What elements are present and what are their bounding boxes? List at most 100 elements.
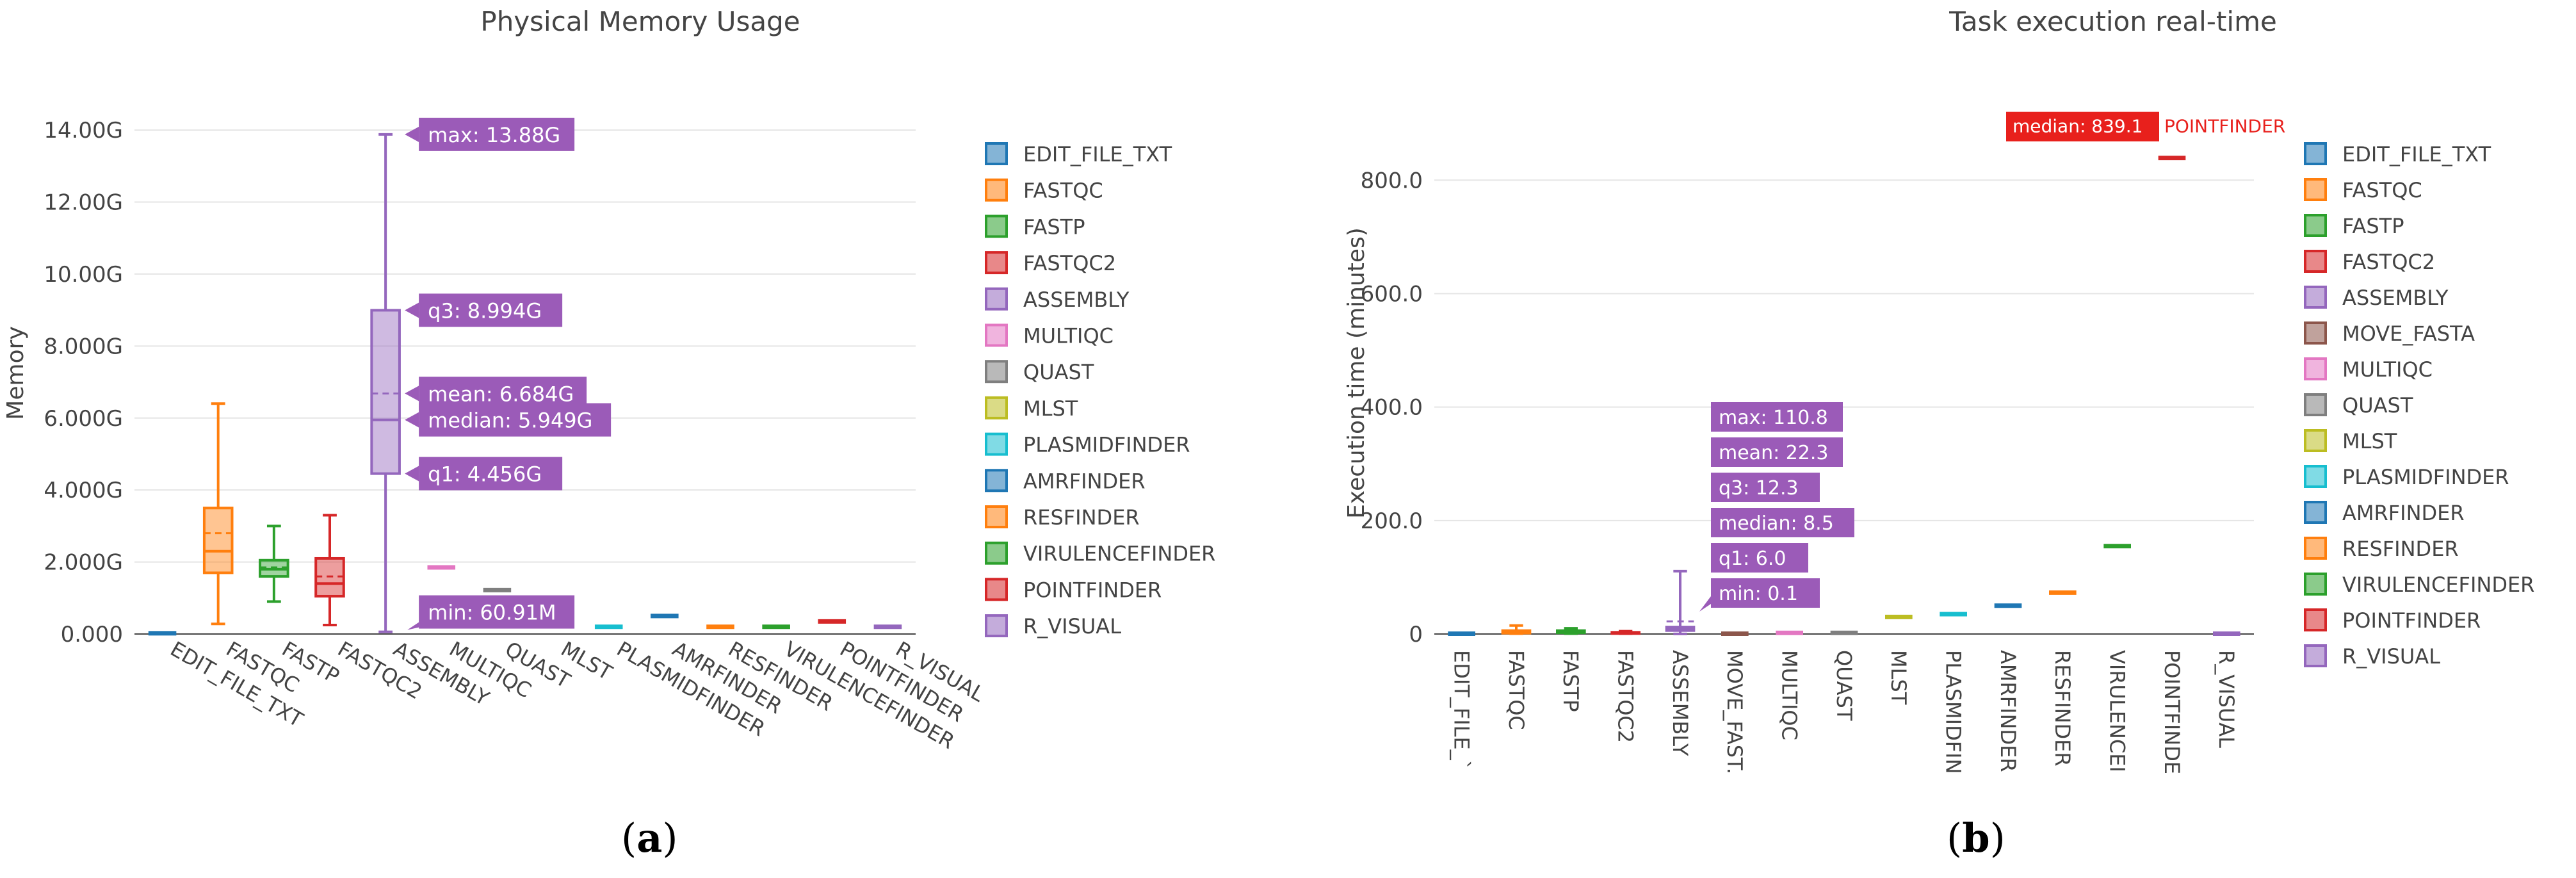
legend-swatch: [2304, 250, 2327, 273]
legend-swatch: [2304, 178, 2327, 201]
x-tick-label: MLST: [1886, 650, 1911, 705]
x-tick-label: POINTFINDE: [2160, 650, 2184, 774]
hover-text: q1: 6.0: [1719, 548, 1786, 570]
hover-text: q1: 4.456G: [428, 462, 542, 487]
hover-text: max: 110.8: [1719, 407, 1828, 429]
legend-label: PLASMIDFINDER: [1023, 433, 1190, 457]
legend-label: AMRFINDER: [2342, 501, 2465, 525]
y-tick-label: 4.000G: [44, 478, 123, 503]
hover-pointer: [405, 386, 419, 402]
legend-swatch: [985, 541, 1008, 565]
x-tick-label: MULTIQC: [1777, 650, 1801, 740]
legend: EDIT_FILE_TXT FASTQC FASTP FASTQC2 ASSEMBLY M…: [985, 142, 1215, 638]
legend-label: MLST: [1023, 396, 1078, 421]
legend-swatch: [985, 432, 1008, 456]
legend-label: QUAST: [1023, 360, 1094, 384]
y-tick-label: 6.000G: [44, 406, 123, 432]
legend-label: VIRULENCEFINDER: [1023, 542, 1215, 566]
y-tick-label: 0.000: [61, 622, 123, 647]
hover-box: [1711, 473, 1820, 502]
panel-caption: (a): [621, 815, 678, 861]
hover-box: [419, 293, 563, 327]
hover-pointer: [405, 412, 419, 428]
legend-label: ASSEMBLY: [2342, 286, 2449, 310]
legend-label: ASSEMBLY: [1023, 288, 1130, 312]
y-tick-label: 8.000G: [44, 334, 123, 359]
hover-labels: max: 110.8 mean: 22.3 q3: 12.3 median: 8.5 q…: [1699, 402, 1854, 612]
legend-swatch: [2304, 608, 2327, 631]
hover-box: [419, 117, 575, 151]
legend-swatch: [985, 323, 1008, 347]
legend-label: MLST: [2342, 429, 2397, 453]
hover-labels: max: 13.88G q3: 8.994G mean: 6.684G median:…: [405, 117, 612, 630]
legend-swatch: [985, 215, 1008, 238]
hover-pointer: [1699, 596, 1711, 612]
caption-open-paren: (: [621, 815, 636, 861]
legend-swatch: [2304, 357, 2327, 380]
hover-text: mean: 22.3: [1719, 442, 1829, 464]
hover-text: max: 13.88G: [428, 123, 560, 147]
legend-label: PLASMIDFINDER: [2342, 465, 2509, 489]
box-assembly: [1665, 569, 1696, 635]
caption-letter: b: [1962, 815, 1989, 861]
box-fastqc2: [1610, 630, 1640, 635]
x-tick-label: RESFINDER: [2050, 650, 2075, 767]
hover-text: median: 839.1: [2013, 116, 2143, 137]
box-fastqc: [202, 402, 234, 626]
legend-swatch: [2304, 537, 2327, 560]
hover-box: [2006, 111, 2159, 142]
y-tick-label: 0: [1409, 622, 1423, 647]
chart-title: Physical Memory Usage: [480, 6, 800, 37]
hover-pointer: [405, 466, 419, 482]
chart-panel-b: Task execution real-time 0 200.0 400.0 600.0…: [1343, 6, 2534, 861]
legend-label: FASTQC2: [2342, 250, 2435, 274]
legend-swatch: [985, 251, 1008, 275]
hover-pointer: [407, 622, 419, 630]
hover-text: q3: 12.3: [1719, 477, 1799, 500]
caption-close-paren: ): [662, 815, 677, 861]
legend-swatch: [985, 396, 1008, 419]
hover-trace-name: POINTFINDER: [2164, 116, 2285, 137]
legend-label: R_VISUAL: [1023, 614, 1121, 638]
box-iqr: [370, 309, 401, 475]
x-tick-label: FASTQC2: [1613, 650, 1637, 743]
hover-box: [1711, 578, 1820, 608]
legend-swatch: [985, 287, 1008, 311]
legend-swatch: [985, 469, 1008, 492]
x-tick-label: EDIT_FILE_`: [1449, 650, 1473, 770]
panel-caption: (b): [1947, 815, 2005, 861]
caption-close-paren: ): [1990, 815, 2005, 861]
legend-label: AMRFINDER: [1023, 469, 1146, 493]
legend-swatch: [985, 360, 1008, 384]
legend-label: EDIT_FILE_TXT: [1023, 142, 1172, 167]
x-tick-label: AMRFINDER: [1996, 650, 2020, 772]
caption-open-paren: (: [1947, 815, 1962, 861]
legend-label: MULTIQC: [2342, 357, 2433, 382]
legend-label: FASTP: [1023, 215, 1085, 239]
legend-swatch: [2304, 573, 2327, 596]
y-tick-label: 10.00G: [44, 262, 123, 288]
box-fastp: [1556, 627, 1586, 635]
legend-label: FASTQC: [2342, 178, 2422, 202]
hover-label-pointfinder: median: 839.1 POINTFINDER: [2006, 111, 2285, 142]
legend-swatch: [2304, 465, 2327, 488]
hover-box: [1711, 437, 1843, 467]
legend-label: FASTP: [2342, 214, 2404, 238]
x-tick-label: ASSEMBLY: [1668, 650, 1692, 756]
legend-label: QUAST: [2342, 393, 2413, 418]
legend-swatch: [985, 578, 1008, 601]
hover-text: min: 0.1: [1719, 583, 1798, 605]
legend-label: FASTQC: [1023, 179, 1103, 203]
legend-label: RESFINDER: [1023, 505, 1140, 530]
hover-pointer: [405, 302, 419, 318]
y-tick-label: 600.0: [1361, 281, 1423, 307]
legend-swatch: [2304, 501, 2327, 524]
hover-box: [1711, 543, 1808, 573]
y-tick-label: 200.0: [1361, 508, 1423, 534]
legend-swatch: [2304, 142, 2327, 165]
legend-label: EDIT_FILE_TXT: [2342, 142, 2491, 167]
legend-swatch: [2304, 644, 2327, 667]
chart-panel-a: Physical Memory Usage 0.000 2.000G 4.000G 6.…: [3, 6, 1215, 861]
x-tick-label: FASTQC: [1504, 650, 1528, 730]
hover-box: [419, 457, 563, 491]
